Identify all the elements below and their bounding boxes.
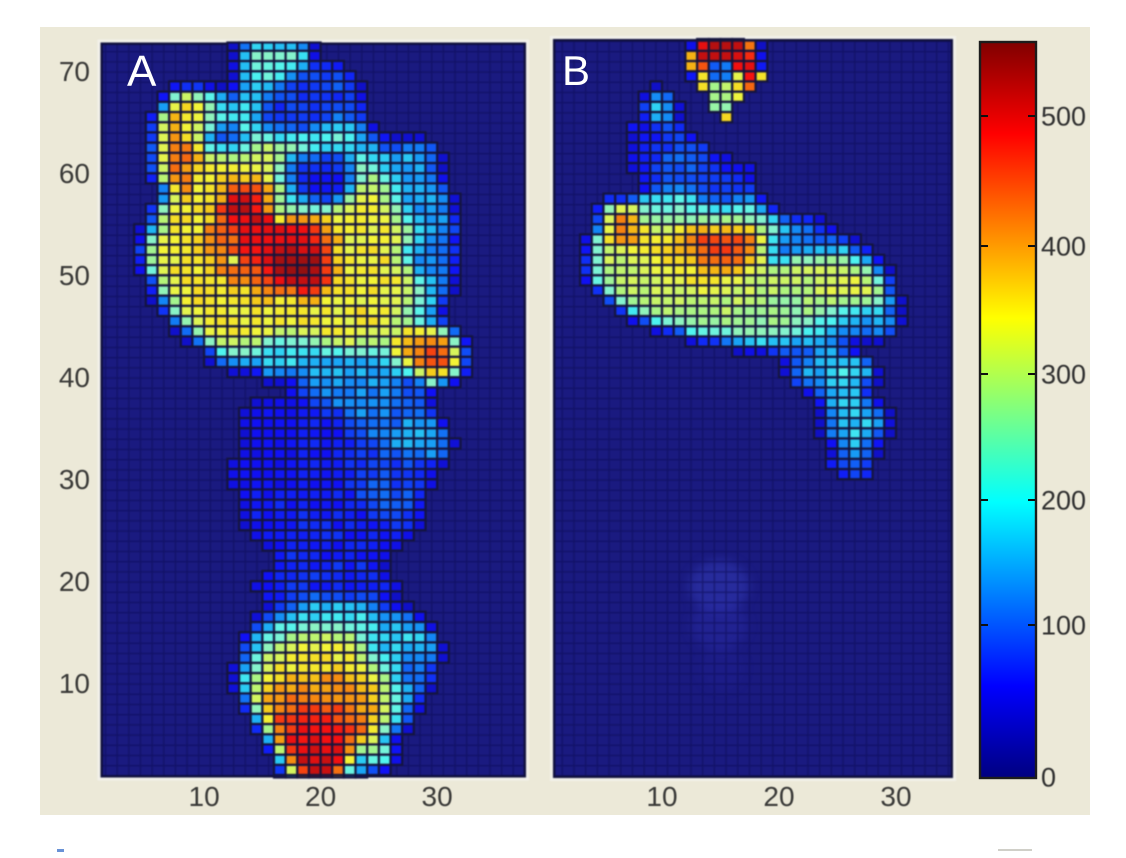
svg-text:500: 500 (1041, 102, 1086, 132)
svg-text:B: B (562, 47, 590, 94)
svg-text:70: 70 (59, 56, 90, 87)
svg-text:0: 0 (1041, 763, 1056, 793)
svg-text:200: 200 (1041, 486, 1086, 516)
svg-text:40: 40 (59, 362, 90, 393)
svg-text:20: 20 (763, 781, 794, 812)
svg-text:20: 20 (305, 781, 336, 812)
svg-text:30: 30 (59, 464, 90, 495)
svg-text:60: 60 (59, 158, 90, 189)
svg-text:10: 10 (59, 668, 90, 699)
svg-text:400: 400 (1041, 232, 1086, 262)
svg-text:10: 10 (646, 781, 677, 812)
svg-text:300: 300 (1041, 360, 1086, 390)
svg-text:10: 10 (189, 781, 220, 812)
svg-text:100: 100 (1041, 611, 1086, 641)
svg-text:30: 30 (880, 781, 911, 812)
svg-text:50: 50 (59, 260, 90, 291)
svg-text:30: 30 (422, 781, 453, 812)
svg-text:20: 20 (59, 566, 90, 597)
svg-text:A: A (127, 47, 157, 96)
